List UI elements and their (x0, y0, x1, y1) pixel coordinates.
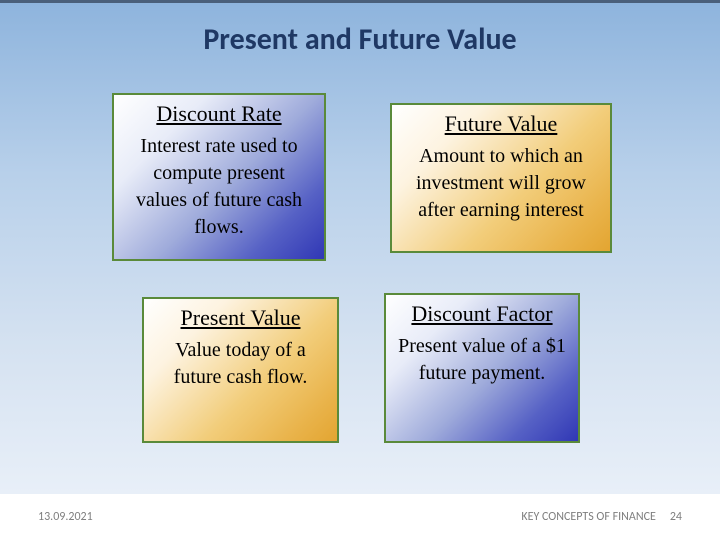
card-present-value: Present Value Value today of a future cas… (142, 297, 339, 443)
footer-bar: 13.09.2021 KEY CONCEPTS OF FINANCE 24 (0, 494, 720, 540)
card-body-discount-factor: Present value of a $1 future payment. (398, 333, 566, 387)
footer-page-number: 24 (670, 510, 682, 524)
card-future-value: Future Value Amount to which an investmen… (390, 103, 612, 253)
card-heading-future-value: Future Value (404, 111, 598, 137)
footer-date: 13.09.2021 (38, 510, 93, 524)
card-body-present-value: Value today of a future cash flow. (156, 337, 325, 391)
card-discount-factor: Discount Factor Present value of a $1 fut… (384, 293, 580, 443)
card-discount-rate: Discount Rate Interest rate used to compu… (112, 93, 326, 261)
footer-label: KEY CONCEPTS OF FINANCE (521, 510, 655, 524)
slide-background: Present and Future Value Discount Rate In… (0, 0, 720, 494)
slide-title: Present and Future Value (0, 3, 720, 58)
card-heading-present-value: Present Value (156, 305, 325, 331)
card-heading-discount-factor: Discount Factor (398, 301, 566, 327)
card-body-discount-rate: Interest rate used to compute present va… (126, 133, 312, 241)
card-heading-discount-rate: Discount Rate (126, 101, 312, 127)
card-body-future-value: Amount to which an investment will grow … (404, 143, 598, 224)
